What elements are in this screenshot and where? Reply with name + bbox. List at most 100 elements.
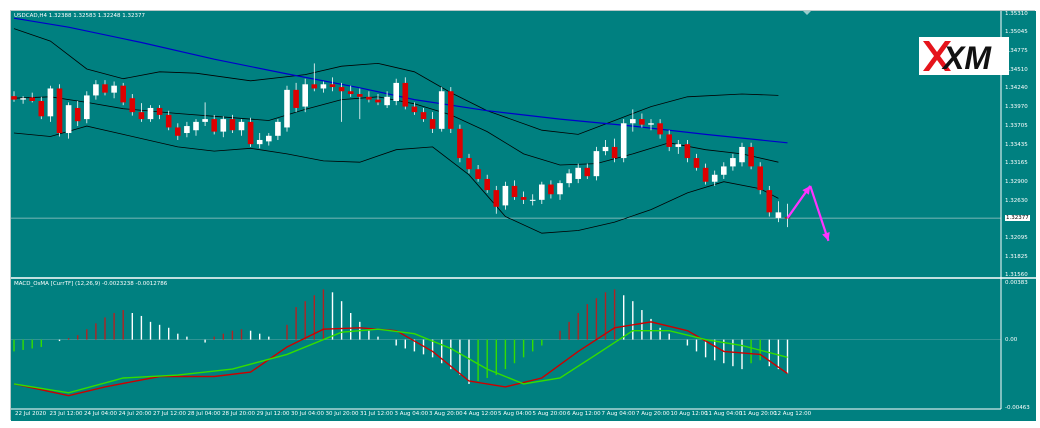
candle [748, 142, 754, 170]
candle [711, 170, 718, 186]
chart-window: USDCAD,H4 1.32388 1.32583 1.32248 1.3237… [10, 10, 1036, 421]
candle-body [38, 101, 45, 117]
candle-body [739, 146, 745, 163]
candle [775, 201, 782, 223]
price-tick-label: 1.33970 [1005, 104, 1028, 111]
candle [229, 114, 236, 134]
macd-tick-label: 0.00383 [1005, 280, 1028, 286]
forecast-arrows [786, 185, 830, 242]
chart-canvas [11, 11, 1036, 421]
candle [639, 113, 645, 128]
price-tick-label: 1.33435 [1005, 141, 1028, 148]
candle [575, 163, 581, 184]
candle-body [457, 128, 463, 159]
time-tick-label: 30 Jul 04:00 [291, 411, 324, 417]
candle [693, 153, 700, 171]
candle [247, 117, 254, 147]
candle-body [84, 95, 90, 120]
price-tick-label: 1.34510 [1005, 66, 1028, 73]
candle [156, 105, 163, 120]
candle [366, 91, 372, 103]
candle [593, 146, 600, 181]
candle-body [429, 119, 436, 129]
time-tick-label: 24 Jul 20:00 [118, 411, 152, 417]
candle-body [766, 190, 773, 213]
candle [484, 174, 490, 193]
price-tick-label: 1.32630 [1005, 197, 1028, 204]
candle-body [74, 107, 81, 122]
candle [193, 119, 199, 136]
candle [102, 80, 108, 96]
candle-body [375, 99, 381, 103]
time-tick-label: 28 Jul 04:00 [187, 411, 221, 417]
candle-body [775, 212, 782, 218]
candle-body [202, 119, 208, 122]
candle-body [448, 91, 454, 129]
price-tick-label: 1.35045 [1005, 29, 1028, 36]
current-price-label: 1.32377 [1005, 215, 1030, 222]
time-tick-label: 11 Aug 20:00 [739, 411, 777, 417]
symbol-title: USDCAD,H4 1.32388 1.32583 1.32248 1.3237… [14, 13, 145, 19]
candle [184, 121, 190, 138]
time-tick-label: 27 Jul 12:00 [153, 411, 186, 417]
chart-shift-marker[interactable] [803, 11, 811, 15]
candle [329, 77, 336, 92]
candle-body [393, 82, 399, 101]
candle [438, 87, 445, 132]
candle [375, 94, 381, 106]
candle [630, 109, 636, 132]
candle [666, 130, 672, 152]
candle-body [666, 134, 672, 147]
time-tick-label: 29 Jul 12:00 [256, 411, 290, 417]
candle [347, 85, 354, 97]
candle [84, 91, 90, 124]
candle [320, 81, 327, 93]
candle-body [438, 91, 445, 129]
candle-body [338, 87, 345, 92]
candle-body [329, 84, 336, 88]
candle [393, 78, 399, 106]
candle [657, 119, 663, 139]
candle-body [147, 107, 154, 120]
candle-body [420, 112, 427, 120]
candle [93, 80, 99, 100]
candle [730, 153, 736, 171]
price-candles[interactable] [11, 63, 791, 228]
macd-signal-line [13, 328, 788, 394]
price-tick-label: 1.34240 [1005, 85, 1028, 92]
candle-body [657, 123, 663, 135]
candle [511, 180, 518, 200]
candle-body [730, 158, 736, 167]
candle-body [402, 82, 409, 107]
candle-body [184, 126, 190, 134]
candle [11, 91, 17, 102]
candle-body [693, 158, 700, 168]
candle-body [539, 184, 545, 200]
candle [566, 169, 572, 188]
candle [74, 101, 81, 127]
candle [38, 96, 45, 120]
candle [147, 105, 154, 122]
candle-body [47, 88, 54, 117]
candle-body [156, 107, 163, 115]
candle-body [256, 139, 263, 145]
candle-body [111, 85, 117, 93]
candle [202, 102, 208, 127]
time-tick-label: 24 Jul 04:00 [84, 411, 117, 417]
candle [466, 153, 472, 174]
candle-body [411, 106, 418, 113]
candle-body [602, 146, 609, 152]
candle-body [366, 96, 372, 100]
candle [721, 162, 727, 179]
candle-body [29, 97, 35, 101]
time-tick-label: 3 Aug 20:00 [429, 411, 463, 417]
candle [165, 110, 172, 131]
candle-body [721, 166, 727, 175]
candle-body [575, 167, 581, 179]
forecast-arrowhead-0 [802, 185, 811, 195]
time-tick-label: 23 Jul 12:00 [49, 411, 83, 417]
price-tick-label: 1.32095 [1005, 234, 1028, 241]
candle-body [757, 166, 763, 191]
candle [211, 114, 217, 135]
candle [448, 87, 454, 134]
